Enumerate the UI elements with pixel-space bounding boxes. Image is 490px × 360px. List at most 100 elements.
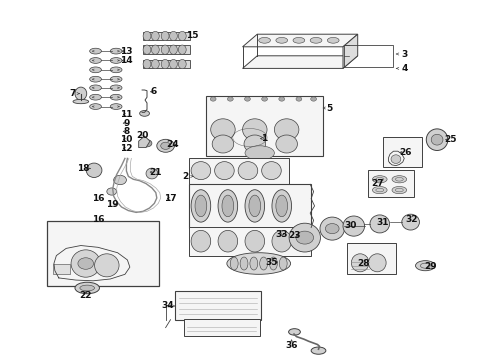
Ellipse shape [296,231,314,244]
Ellipse shape [293,37,305,43]
Ellipse shape [191,230,211,252]
Ellipse shape [431,134,443,145]
Ellipse shape [211,119,235,140]
Ellipse shape [75,87,87,100]
Ellipse shape [276,37,288,43]
Ellipse shape [110,48,122,54]
Ellipse shape [110,67,122,73]
Text: 16: 16 [92,194,104,202]
Ellipse shape [178,31,186,41]
Ellipse shape [227,253,291,274]
Text: 11: 11 [120,110,133,119]
Ellipse shape [227,97,233,101]
Ellipse shape [90,85,101,91]
Ellipse shape [325,224,339,234]
Ellipse shape [391,155,401,163]
Ellipse shape [243,119,267,140]
Bar [189,184,311,228]
Ellipse shape [140,111,149,116]
Text: 33: 33 [275,230,288,239]
Ellipse shape [245,146,274,160]
Ellipse shape [311,347,326,354]
Ellipse shape [143,31,151,41]
Ellipse shape [90,76,101,82]
Text: 35: 35 [266,258,278,266]
Text: 10: 10 [120,135,133,144]
Ellipse shape [90,67,101,73]
Bar [53,264,70,274]
Ellipse shape [276,135,297,153]
Ellipse shape [90,94,101,100]
Ellipse shape [238,162,258,180]
Ellipse shape [279,257,287,270]
Ellipse shape [215,162,234,180]
Text: 12: 12 [120,144,133,153]
Ellipse shape [392,186,407,194]
Ellipse shape [110,94,122,100]
Text: 26: 26 [399,148,412,157]
Ellipse shape [276,195,288,217]
Text: 3: 3 [401,50,407,59]
Ellipse shape [114,175,126,185]
Ellipse shape [244,135,266,153]
Ellipse shape [259,37,270,43]
Text: 21: 21 [149,168,162,177]
Ellipse shape [320,217,344,240]
Ellipse shape [161,45,169,54]
Ellipse shape [170,31,177,41]
Text: 25: 25 [444,135,457,144]
Text: 15: 15 [186,31,198,40]
Text: 31: 31 [376,217,389,227]
Ellipse shape [110,58,122,63]
Bar [184,319,260,336]
Ellipse shape [107,188,117,195]
Ellipse shape [218,190,238,222]
Bar [175,291,261,320]
Ellipse shape [289,329,300,335]
Ellipse shape [392,176,407,183]
Text: 19: 19 [106,200,119,209]
Ellipse shape [151,59,159,69]
Ellipse shape [142,140,152,147]
Ellipse shape [212,135,234,153]
Bar [189,227,311,256]
Ellipse shape [260,257,268,270]
Bar [344,45,393,67]
Ellipse shape [372,176,387,183]
Ellipse shape [110,104,122,109]
Ellipse shape [170,59,177,69]
Ellipse shape [90,104,101,109]
Ellipse shape [80,285,95,291]
Text: 9: 9 [123,119,130,128]
Ellipse shape [416,261,435,271]
Text: 22: 22 [79,291,92,300]
Text: 2: 2 [182,172,188,181]
Bar [368,170,414,197]
Ellipse shape [272,190,292,222]
Ellipse shape [143,59,151,69]
Ellipse shape [170,45,177,54]
Text: 8: 8 [123,127,129,136]
Bar [347,243,396,274]
Bar [206,96,323,156]
Text: 1: 1 [262,134,268,143]
Text: 34: 34 [161,302,174,310]
Text: 6: 6 [150,87,156,96]
Ellipse shape [161,59,169,69]
Text: 7: 7 [69,89,76,98]
Polygon shape [139,136,150,148]
Ellipse shape [370,215,390,233]
Ellipse shape [240,257,248,270]
Ellipse shape [245,190,265,222]
Ellipse shape [426,129,448,150]
Ellipse shape [270,257,277,270]
Ellipse shape [157,139,174,152]
Ellipse shape [161,31,169,41]
Text: 32: 32 [405,215,418,224]
Ellipse shape [279,97,285,101]
Ellipse shape [272,230,292,252]
Ellipse shape [151,45,159,54]
Ellipse shape [86,163,102,177]
Text: 18: 18 [77,164,90,173]
Ellipse shape [245,230,265,252]
